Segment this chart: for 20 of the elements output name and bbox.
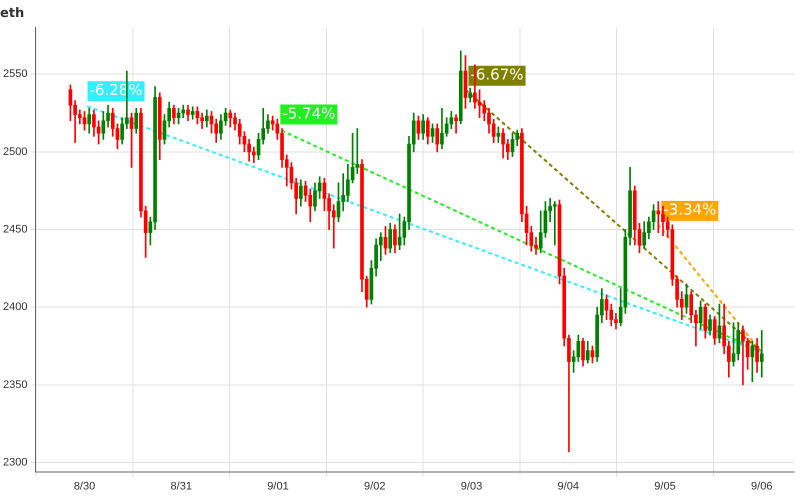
y-tick-label: 2300 — [2, 456, 28, 469]
x-tick-label: 9/03 — [460, 480, 482, 492]
x-tick-label: 9/06 — [751, 480, 772, 492]
y-tick-label: 2350 — [2, 378, 28, 391]
annotation: -3.34% — [663, 200, 716, 219]
chart-title: eth — [0, 6, 24, 22]
candlestick — [130, 112, 134, 168]
x-tick-label: 9/04 — [558, 480, 579, 492]
y-tick-label: 2550 — [2, 68, 28, 80]
x-tick-label: 9/02 — [364, 480, 386, 492]
candlestick — [454, 114, 458, 134]
x-tick-label: 9/05 — [654, 480, 676, 492]
annotation: -5.74% — [282, 104, 336, 122]
annotation: -6.67% — [470, 66, 524, 84]
x-tick-label: 8/30 — [74, 480, 96, 492]
y-tick-label: 2450 — [2, 224, 28, 236]
y-tick-label: 2500 — [2, 146, 28, 158]
x-tick-label: 8/31 — [170, 480, 192, 492]
y-tick-label: 2400 — [2, 301, 28, 314]
x-tick-label: 9/01 — [267, 480, 289, 492]
